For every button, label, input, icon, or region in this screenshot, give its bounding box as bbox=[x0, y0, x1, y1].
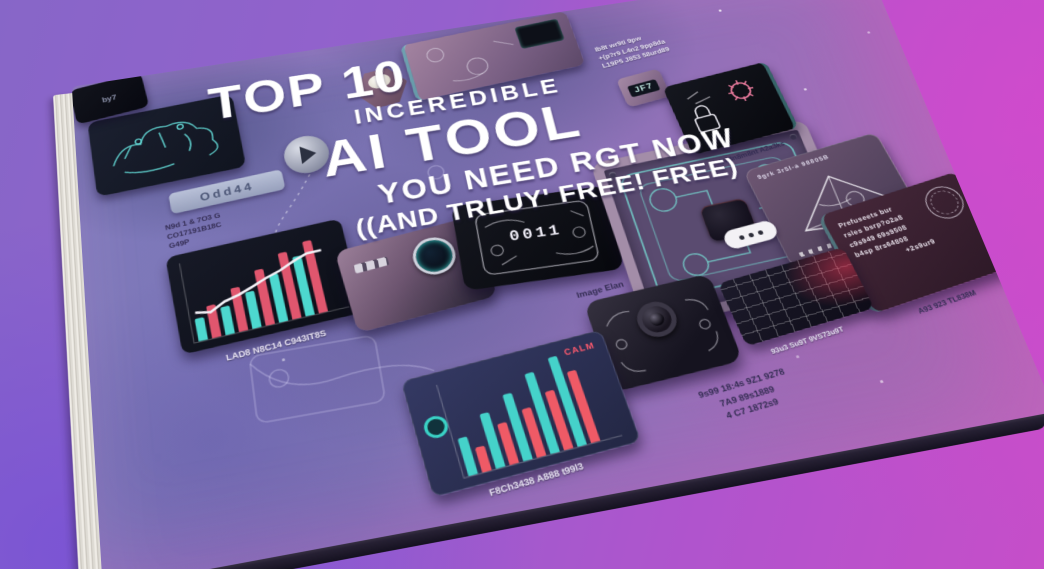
image-gen-caption: Image Elan bbox=[575, 279, 625, 300]
screw-icon bbox=[654, 304, 664, 313]
chart-bar bbox=[302, 239, 329, 314]
chart-bar bbox=[206, 304, 222, 339]
magazine-book: TOP 10 INCEREDIBLE AI TOOL YOU NEED RGT … bbox=[53, 0, 1044, 569]
chart-bar bbox=[194, 316, 209, 342]
chart-bar bbox=[521, 407, 547, 458]
device-buttons bbox=[353, 256, 390, 274]
camera-module bbox=[583, 273, 743, 393]
chart-bar bbox=[277, 251, 302, 320]
chart2-tag: CALM bbox=[562, 340, 596, 358]
camera-caption: 9s99 18:4s 9Z1 9278 7A9 89s1889 4 C7 187… bbox=[696, 366, 787, 421]
pyramid-tick-marks bbox=[798, 233, 865, 257]
pyramid-caption: A9r8t19r 8989t9s bbox=[808, 250, 871, 276]
chart-bar bbox=[220, 305, 235, 336]
chart-bar bbox=[566, 369, 601, 444]
chart1-caption: LAD8 N8C14 C943IT8S bbox=[225, 328, 328, 363]
magazine-cover: TOP 10 INCEREDIBLE AI TOOL YOU NEED RGT … bbox=[71, 0, 1044, 569]
chart-bar bbox=[547, 355, 587, 447]
cover-title-block: TOP 10 INCEREDIBLE AI TOOL YOU NEED RGT … bbox=[187, 8, 747, 266]
chart1-area bbox=[178, 229, 350, 344]
screw-icon bbox=[843, 262, 854, 271]
chart2-caption: F8Ch3438 A888 t99l3 bbox=[487, 460, 585, 499]
camera-lens-icon bbox=[632, 297, 682, 341]
chart-bar bbox=[544, 389, 574, 451]
analytics-tablet-2: CALM bbox=[400, 329, 642, 498]
keyboard-caption: 93u3 Su9T 9VS73u9T bbox=[769, 324, 846, 356]
chart-bar bbox=[268, 273, 289, 323]
chart-bar bbox=[496, 421, 520, 466]
chart-bar bbox=[230, 286, 249, 333]
camera-doodle-icon bbox=[584, 273, 743, 392]
chart-bar bbox=[479, 412, 506, 469]
chart-bar bbox=[292, 255, 315, 317]
chart-bar bbox=[244, 290, 262, 329]
chart-bar bbox=[524, 371, 560, 455]
chart2-bars bbox=[441, 346, 620, 477]
chart-bar bbox=[474, 445, 492, 473]
status-dot-icon bbox=[421, 413, 451, 441]
chart2-area bbox=[436, 345, 623, 479]
walkman-device bbox=[334, 216, 498, 334]
maroon-card-caption: A93 923 TL838M bbox=[916, 288, 978, 316]
chart-bar bbox=[457, 436, 479, 477]
analytics-tablet-1 bbox=[165, 218, 364, 355]
chart1-bars bbox=[184, 230, 347, 342]
chart1-line bbox=[180, 229, 349, 342]
chart-bar bbox=[502, 392, 533, 462]
dial-icon bbox=[408, 232, 461, 280]
keyboard-module bbox=[717, 246, 875, 347]
chart-bar bbox=[254, 268, 276, 326]
